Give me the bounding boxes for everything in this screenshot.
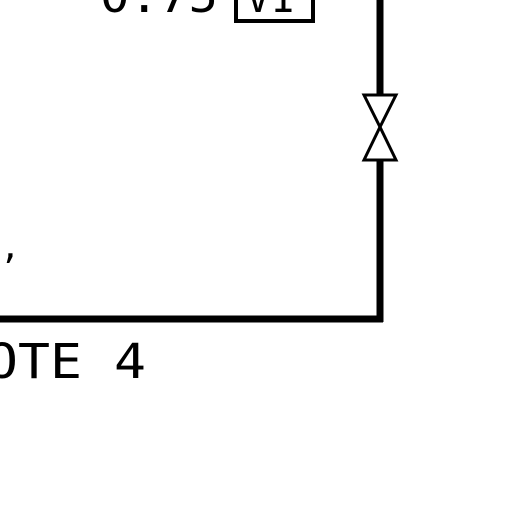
gate-valve-symbol [361, 93, 399, 162]
stray-mark: , [0, 227, 20, 267]
valve-tag-box: V1 [234, 0, 315, 23]
note-label: OTE 4 [0, 334, 146, 390]
top-dimension-label: 0.75 [100, 0, 218, 23]
valve-tag-label: V1 [246, 0, 294, 22]
